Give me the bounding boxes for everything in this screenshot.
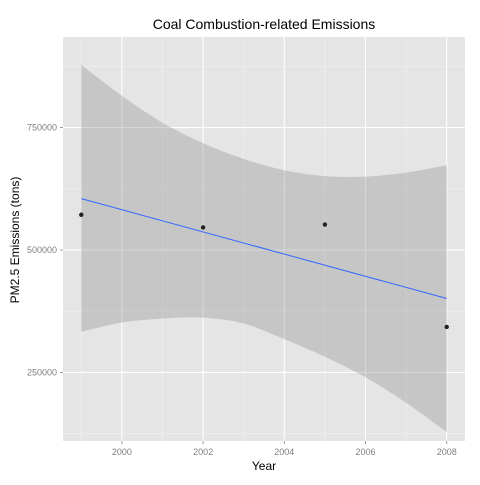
data-points [79, 212, 449, 330]
y-tick-label: 750000 [27, 123, 57, 133]
x-tick-label: 2000 [112, 447, 132, 457]
grid-major [63, 37, 465, 441]
x-tick-label: 2004 [274, 447, 294, 457]
x-axis-ticks: 2000 2002 2004 2006 2008 [112, 441, 457, 457]
data-point [444, 324, 449, 330]
x-tick-label: 2002 [193, 447, 213, 457]
x-tick-label: 2006 [355, 447, 375, 457]
plot-panel [63, 37, 465, 441]
y-axis-label: PM2.5 Emissions (tons) [8, 177, 22, 304]
data-point [79, 212, 84, 217]
data-point [322, 222, 328, 227]
y-tick-label: 250000 [27, 367, 57, 377]
chart-title: Coal Combustion-related Emissions [153, 16, 376, 32]
regression-line [81, 198, 447, 299]
y-tick-label: 500000 [27, 245, 57, 255]
y-axis-ticks: 250000 500000 750000 [27, 123, 63, 377]
data-point [200, 225, 206, 230]
grid-minor [63, 37, 465, 441]
x-tick-label: 2008 [437, 447, 457, 457]
x-axis-label: Year [252, 459, 276, 473]
